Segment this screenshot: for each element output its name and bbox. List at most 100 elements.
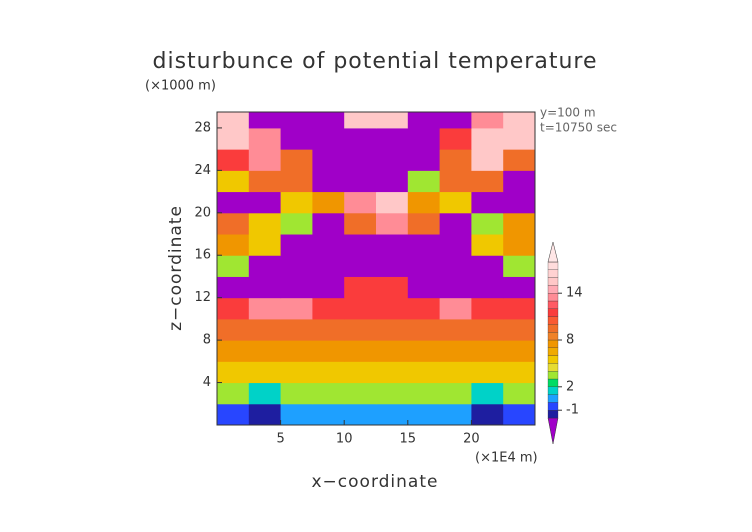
contour-cell [439, 234, 472, 256]
contour-cell [217, 212, 250, 235]
contour-cell [376, 127, 409, 150]
contour-cell [407, 170, 441, 193]
contour-cell [471, 112, 504, 129]
contour-cell [407, 382, 441, 405]
contour-cell [376, 191, 409, 214]
contour-cell [312, 297, 345, 320]
contour-cell [376, 382, 409, 405]
contour-cell [503, 127, 536, 150]
contour-cell [344, 382, 377, 405]
contour-cell [312, 403, 345, 426]
colorbar-box [547, 324, 559, 333]
contour-cell [312, 149, 345, 171]
x-tick-label: 10 [336, 432, 353, 447]
contour-cell [280, 403, 313, 426]
contour-cell [407, 149, 441, 171]
contour-cell [217, 170, 250, 193]
contour-cell [280, 382, 313, 405]
contour-cell [217, 340, 250, 362]
annotation: t=10750 sec [540, 121, 617, 135]
colorbar-box [547, 402, 559, 411]
contour-cell [407, 340, 441, 362]
contour-cell [376, 297, 409, 320]
contour-cell [217, 382, 250, 405]
contour-cell [248, 297, 282, 320]
contour-cell [439, 170, 472, 193]
contour-cell [344, 149, 377, 171]
contour-cell [503, 112, 536, 129]
contour-cell [471, 297, 504, 320]
colorbar-box [547, 378, 559, 387]
contour-cell [280, 191, 313, 214]
contour-cell [376, 403, 409, 426]
contour-cell [503, 318, 536, 341]
contour-cell [248, 112, 282, 129]
y-unit: (×1000 m) [145, 79, 216, 94]
contour-cell [312, 361, 345, 384]
contour-cell [471, 191, 504, 214]
contour-cell [248, 212, 282, 235]
contour-cell [503, 403, 536, 426]
contour-cell [407, 403, 441, 426]
contour-cell [344, 318, 377, 341]
contour-cell [407, 191, 441, 214]
contour-cell [312, 255, 345, 277]
contour-cell [344, 170, 377, 193]
contour-cell [471, 127, 504, 150]
colorbar-box [547, 285, 559, 294]
contour-cell [439, 318, 472, 341]
colorbar-box [547, 277, 559, 286]
contour-cell [217, 255, 250, 277]
contour-cell [439, 212, 472, 235]
x-tick-label: 20 [463, 432, 480, 447]
contour-cell [217, 112, 250, 129]
contour-cell [280, 112, 313, 129]
contour-cell [376, 212, 409, 235]
contour-cell [471, 403, 504, 426]
colorbar-box [547, 293, 559, 302]
contour-cell [280, 255, 313, 277]
contour-cell [248, 127, 282, 150]
contour-cell [248, 382, 282, 405]
colorbar-box [547, 339, 559, 348]
colorbar-box [547, 269, 559, 278]
contour-cell [344, 191, 377, 214]
contour-cell [344, 112, 377, 129]
contour-cell [471, 234, 504, 256]
contour-cell [471, 255, 504, 277]
contour-cell [376, 276, 409, 299]
colorbar-box [547, 363, 559, 372]
colorbar-tick-label: 14 [566, 286, 583, 301]
contour-cell [439, 127, 472, 150]
colorbar-box [547, 300, 559, 309]
contour-cell [248, 340, 282, 362]
colorbar-box [547, 261, 559, 270]
contour-cell [471, 149, 504, 171]
contour-cell [280, 318, 313, 341]
contour-cell [248, 361, 282, 384]
colorbar-box [547, 410, 559, 419]
y-tick-label: 20 [194, 205, 211, 220]
contour-cell [312, 191, 345, 214]
contour-cell [376, 318, 409, 341]
x-axis-label: x−coordinate [312, 472, 439, 492]
contour-cell [280, 361, 313, 384]
contour-cell [344, 340, 377, 362]
colorbar-box [547, 355, 559, 364]
contour-cell [344, 276, 377, 299]
y-axis-label: z−coordinate [166, 205, 186, 331]
contour-cell [280, 212, 313, 235]
contour-cell [217, 191, 250, 214]
contour-cell [503, 382, 536, 405]
contour-cell [503, 149, 536, 171]
contour-cell [439, 382, 472, 405]
contour-cell [376, 170, 409, 193]
contour-cell [217, 149, 250, 171]
colorbar-box [547, 394, 559, 403]
contour-cell [344, 234, 377, 256]
contour-cell [217, 127, 250, 150]
contour-cell [407, 255, 441, 277]
contour-cell [248, 403, 282, 426]
contour-cell [407, 127, 441, 150]
contour-cell [312, 112, 345, 129]
